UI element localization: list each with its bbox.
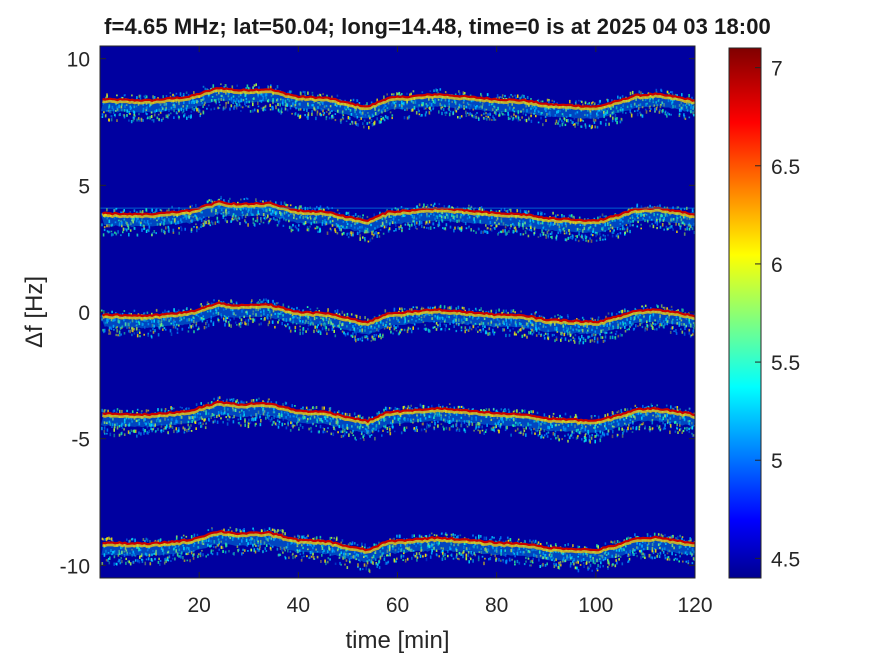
doppler-trace — [100, 396, 695, 444]
y-axis-label: Δf [Hz] — [21, 276, 48, 348]
doppler-trace — [101, 526, 695, 574]
colorbar-tick-label: 5.5 — [771, 352, 800, 375]
x-tick-label: 100 — [578, 594, 613, 617]
doppler-trace — [100, 298, 695, 345]
colorbar-tick-label: 4.5 — [771, 548, 800, 571]
colorbar-tick-label: 6.5 — [771, 156, 800, 179]
colorbar-tick-label: 5 — [771, 450, 783, 473]
x-axis-label: time [min] — [345, 627, 449, 654]
y-tick-label: -10 — [60, 555, 90, 578]
colorbar-tick-label: 6 — [771, 254, 783, 277]
plot-frame — [99, 45, 696, 579]
y-tick-label: -5 — [71, 429, 90, 452]
x-tick-label: 40 — [287, 594, 310, 617]
colorbar — [728, 47, 762, 579]
x-tick-label: 60 — [386, 594, 409, 617]
chart-title: f=4.65 MHz; lat=50.04; long=14.48, time=… — [104, 14, 771, 39]
doppler-trace — [101, 83, 695, 130]
y-tick-label: 5 — [78, 175, 90, 198]
doppler-trace — [100, 195, 695, 243]
x-tick-label: 80 — [485, 594, 508, 617]
colorbar-tick-label: 7 — [771, 58, 783, 81]
y-tick-label: 10 — [67, 49, 90, 72]
y-tick-label: 0 — [78, 302, 90, 325]
x-tick-label: 20 — [187, 594, 210, 617]
x-tick-label: 120 — [677, 594, 712, 617]
